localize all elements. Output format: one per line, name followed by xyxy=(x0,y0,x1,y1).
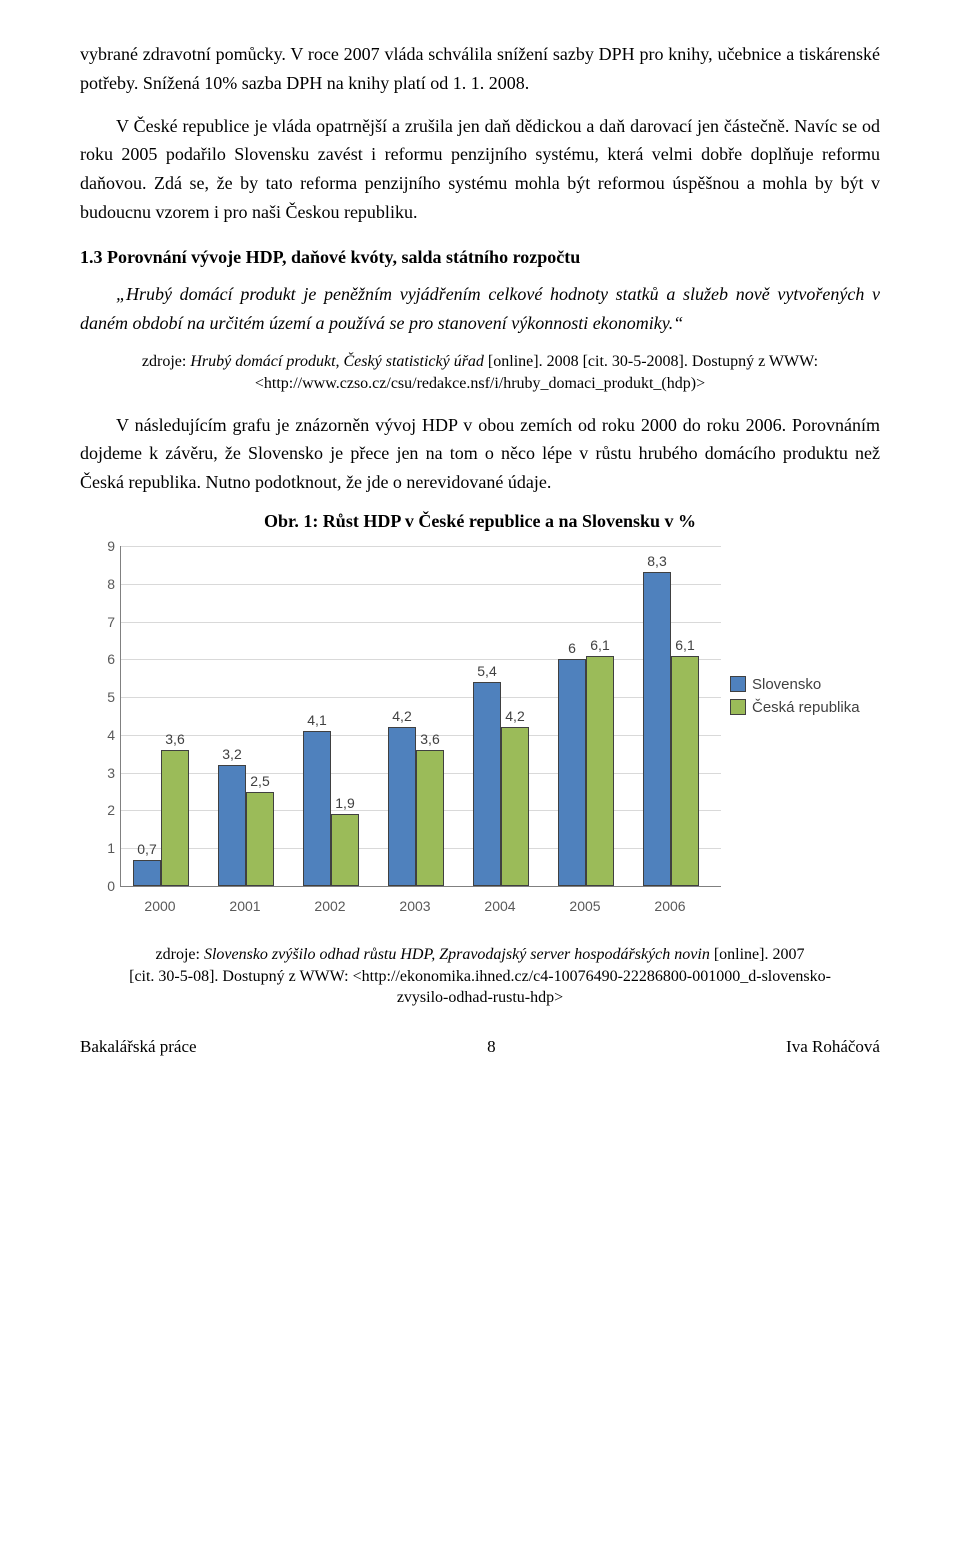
bar-value-label: 3,2 xyxy=(222,746,241,762)
bar-česká-republika xyxy=(501,727,529,886)
source-1-italic: Hrubý domácí produkt, Český statistický … xyxy=(190,353,484,370)
source-1-line-a: zdroje: Hrubý domácí produkt, Český stat… xyxy=(142,353,818,370)
bar-česká-republika xyxy=(586,656,614,886)
y-tick-label: 8 xyxy=(90,576,115,592)
x-tick-label: 2002 xyxy=(314,898,345,914)
legend-swatch xyxy=(730,699,746,715)
legend-item: Slovensko xyxy=(730,676,880,693)
bar-slovensko xyxy=(643,572,671,886)
chart-legend: Slovensko Česká republika xyxy=(730,676,880,722)
footer-center: 8 xyxy=(487,1037,496,1057)
footer-right: Iva Roháčová xyxy=(786,1037,880,1057)
page-footer: Bakalářská práce 8 Iva Roháčová xyxy=(80,1037,880,1057)
bar-česká-republika xyxy=(246,792,274,886)
grid-line xyxy=(121,622,721,623)
bar-value-label: 4,2 xyxy=(505,708,524,724)
source-2-line-c: zvysilo-odhad-rustu-hdp> xyxy=(397,989,563,1006)
source-2-line-a: zdroje: Slovensko zvýšilo odhad růstu HD… xyxy=(156,946,805,963)
y-tick-label: 3 xyxy=(90,765,115,781)
y-tick-label: 2 xyxy=(90,802,115,818)
bar-slovensko xyxy=(303,731,331,886)
x-tick-label: 2004 xyxy=(484,898,515,914)
legend-swatch xyxy=(730,676,746,692)
y-tick-label: 7 xyxy=(90,614,115,630)
bar-value-label: 4,1 xyxy=(307,712,326,728)
bar-value-label: 3,6 xyxy=(420,731,439,747)
gdp-chart: 0,7 3,6 3,2 2,5 4,1 1,9 4,2 3,6 5,4 4,2 6 6,1 8,3 6,1… xyxy=(80,546,880,926)
bar-value-label: 4,2 xyxy=(392,708,411,724)
bar-value-label: 2,5 xyxy=(250,773,269,789)
source-2-line-b: [cit. 30-5-08]. Dostupný z WWW: <http://… xyxy=(129,968,831,985)
bar-value-label: 8,3 xyxy=(647,553,666,569)
bar-value-label: 1,9 xyxy=(335,795,354,811)
grid-line xyxy=(121,659,721,660)
paragraph-3-quote: „Hrubý domácí produkt je peněžním vyjádř… xyxy=(80,280,880,338)
bar-slovensko xyxy=(133,860,161,886)
source-2-italic: Slovensko zvýšilo odhad růstu HDP, Zprav… xyxy=(204,946,710,963)
chart-title: Obr. 1: Růst HDP v České republice a na … xyxy=(80,511,880,532)
x-tick-label: 2006 xyxy=(654,898,685,914)
bar-value-label: 6 xyxy=(568,640,576,656)
bar-slovensko xyxy=(473,682,501,886)
source-1-tail: [online]. 2008 [cit. 30-5-2008]. Dostupn… xyxy=(484,353,818,370)
paragraph-2: V České republice je vláda opatrnější a … xyxy=(80,112,880,227)
bar-value-label: 6,1 xyxy=(675,637,694,653)
y-tick-label: 0 xyxy=(90,878,115,894)
bar-value-label: 0,7 xyxy=(137,841,156,857)
x-tick-label: 2005 xyxy=(569,898,600,914)
y-tick-label: 6 xyxy=(90,651,115,667)
grid-line xyxy=(121,697,721,698)
bar-slovensko xyxy=(388,727,416,886)
y-tick-label: 4 xyxy=(90,727,115,743)
legend-item: Česká republika xyxy=(730,699,880,716)
bar-value-label: 5,4 xyxy=(477,663,496,679)
y-tick-label: 1 xyxy=(90,840,115,856)
x-tick-label: 2000 xyxy=(144,898,175,914)
bar-česká-republika xyxy=(161,750,189,886)
bar-česká-republika xyxy=(416,750,444,886)
legend-label: Slovensko xyxy=(752,676,821,693)
paragraph-4: V následujícím grafu je znázorněn vývoj … xyxy=(80,411,880,497)
grid-line xyxy=(121,584,721,585)
bar-česká-republika xyxy=(671,656,699,886)
bar-value-label: 3,6 xyxy=(165,731,184,747)
source-label: zdroje: xyxy=(142,353,190,370)
x-tick-label: 2001 xyxy=(229,898,260,914)
y-tick-label: 5 xyxy=(90,689,115,705)
footer-left: Bakalářská práce xyxy=(80,1037,197,1057)
paragraph-1: vybrané zdravotní pomůcky. V roce 2007 v… xyxy=(80,40,880,98)
grid-line xyxy=(121,546,721,547)
source-label-2: zdroje: xyxy=(156,946,204,963)
bar-slovensko xyxy=(218,765,246,886)
x-tick-label: 2003 xyxy=(399,898,430,914)
bar-česká-republika xyxy=(331,814,359,886)
chart-plot-area: 0,7 3,6 3,2 2,5 4,1 1,9 4,2 3,6 5,4 4,2 6 6,1 8,3 6,1 xyxy=(120,546,721,887)
page-container: vybrané zdravotní pomůcky. V roce 2007 v… xyxy=(0,0,960,1087)
legend-label: Česká republika xyxy=(752,699,860,716)
bar-slovensko xyxy=(558,659,586,886)
source-1-line-b: <http://www.czso.cz/csu/redakce.nsf/i/hr… xyxy=(255,375,705,392)
y-tick-label: 9 xyxy=(90,538,115,554)
bar-value-label: 6,1 xyxy=(590,637,609,653)
source-2-tail: [online]. 2007 xyxy=(710,946,805,963)
source-2: zdroje: Slovensko zvýšilo odhad růstu HD… xyxy=(80,944,880,1009)
heading-1-3: 1.3 Porovnání vývoje HDP, daňové kvóty, … xyxy=(80,247,880,268)
source-1: zdroje: Hrubý domácí produkt, Český stat… xyxy=(80,351,880,394)
